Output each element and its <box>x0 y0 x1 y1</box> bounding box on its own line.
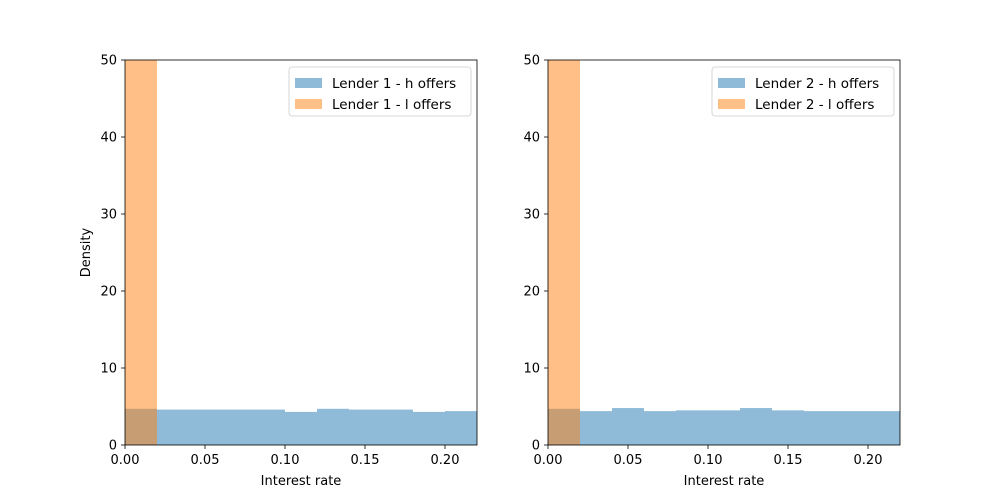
chart-panel-1: 0.00 0.05 0.10 0.15 0.20 0 10 20 30 40 50 Interest … <box>79 54 478 489</box>
legend-box <box>711 66 895 117</box>
legend-box <box>288 66 472 117</box>
histogram-bar-h-7 <box>772 410 804 445</box>
y-tick-label: 0 <box>532 439 540 454</box>
histogram-bar-h-4 <box>253 409 285 445</box>
histogram-bar-h-6 <box>740 408 772 445</box>
legend-entry: Lender 1 - l offers <box>332 97 451 113</box>
y-tick-label: 50 <box>100 54 117 69</box>
legend-entry: Lender 2 - h offers <box>755 76 879 92</box>
histogram-bar-h-9 <box>413 411 445 445</box>
x-tick-label: 0.05 <box>191 453 220 468</box>
y-tick-label: 40 <box>523 131 540 146</box>
y-tick-label: 40 <box>100 131 117 146</box>
x-axis-label: Interest rate <box>684 474 765 489</box>
x-tick-label: 0.10 <box>694 453 723 468</box>
histogram-bar-h-5 <box>285 411 317 445</box>
histogram-bar-h-5 <box>708 410 740 445</box>
histogram-bar-l-0 <box>125 60 157 445</box>
histogram-bar-h-4 <box>676 410 708 445</box>
histogram-bar-h-8 <box>381 409 413 445</box>
x-tick-label: 0.00 <box>111 453 140 468</box>
histogram-bar-h-9 <box>836 411 868 445</box>
histogram-bar-h-1 <box>580 411 612 445</box>
histogram-bar-h-10 <box>445 411 477 445</box>
histogram-bar-h-3 <box>644 411 676 445</box>
plot-area <box>125 60 477 445</box>
y-axis-label: Density <box>79 227 94 277</box>
histogram-bar-h-7 <box>349 409 381 445</box>
histogram-bar-h-2 <box>612 408 644 445</box>
x-tick-label: 0.05 <box>614 453 643 468</box>
axes-frame <box>124 59 478 446</box>
x-tick-label: 0.00 <box>534 453 563 468</box>
histogram-bar-h-1 <box>157 409 189 445</box>
legend-entry: Lender 1 - h offers <box>332 76 456 92</box>
y-tick-label: 20 <box>100 285 117 300</box>
legend-entry: Lender 2 - l offers <box>755 97 874 113</box>
y-tick-label: 30 <box>100 208 117 223</box>
y-tick-label: 0 <box>109 439 117 454</box>
y-tick-label: 50 <box>523 54 540 69</box>
axes-frame <box>547 59 901 446</box>
plot-area <box>548 60 900 445</box>
legend-swatch <box>718 99 745 109</box>
y-tick-label: 10 <box>100 362 117 377</box>
y-tick-label: 10 <box>523 362 540 377</box>
histogram-bar-h-8 <box>804 411 836 445</box>
x-tick-label: 0.15 <box>351 453 380 468</box>
legend: Lender 2 - h offers Lender 2 - l offers <box>711 66 895 117</box>
histogram-bar-h-3 <box>221 409 253 445</box>
bars-group <box>548 60 900 445</box>
legend-swatch <box>295 78 322 88</box>
histogram-bar-h-10 <box>868 411 900 445</box>
histogram-bar-h-6 <box>317 408 349 445</box>
chart-panel-2: 0.00 0.05 0.10 0.15 0.20 0 10 20 30 40 50 Interest … <box>523 54 901 489</box>
legend: Lender 1 - h offers Lender 1 - l offers <box>288 66 472 117</box>
histogram-bar-h-2 <box>189 409 221 445</box>
bars-group <box>125 60 477 445</box>
x-tick-label: 0.20 <box>854 453 883 468</box>
x-tick-label: 0.15 <box>774 453 803 468</box>
x-tick-label: 0.20 <box>431 453 460 468</box>
legend-swatch <box>295 99 322 109</box>
y-tick-label: 30 <box>523 208 540 223</box>
x-tick-label: 0.10 <box>271 453 300 468</box>
legend-swatch <box>718 78 745 88</box>
histogram-bar-l-0 <box>548 60 580 445</box>
y-tick-label: 20 <box>523 285 540 300</box>
x-axis-label: Interest rate <box>261 474 342 489</box>
